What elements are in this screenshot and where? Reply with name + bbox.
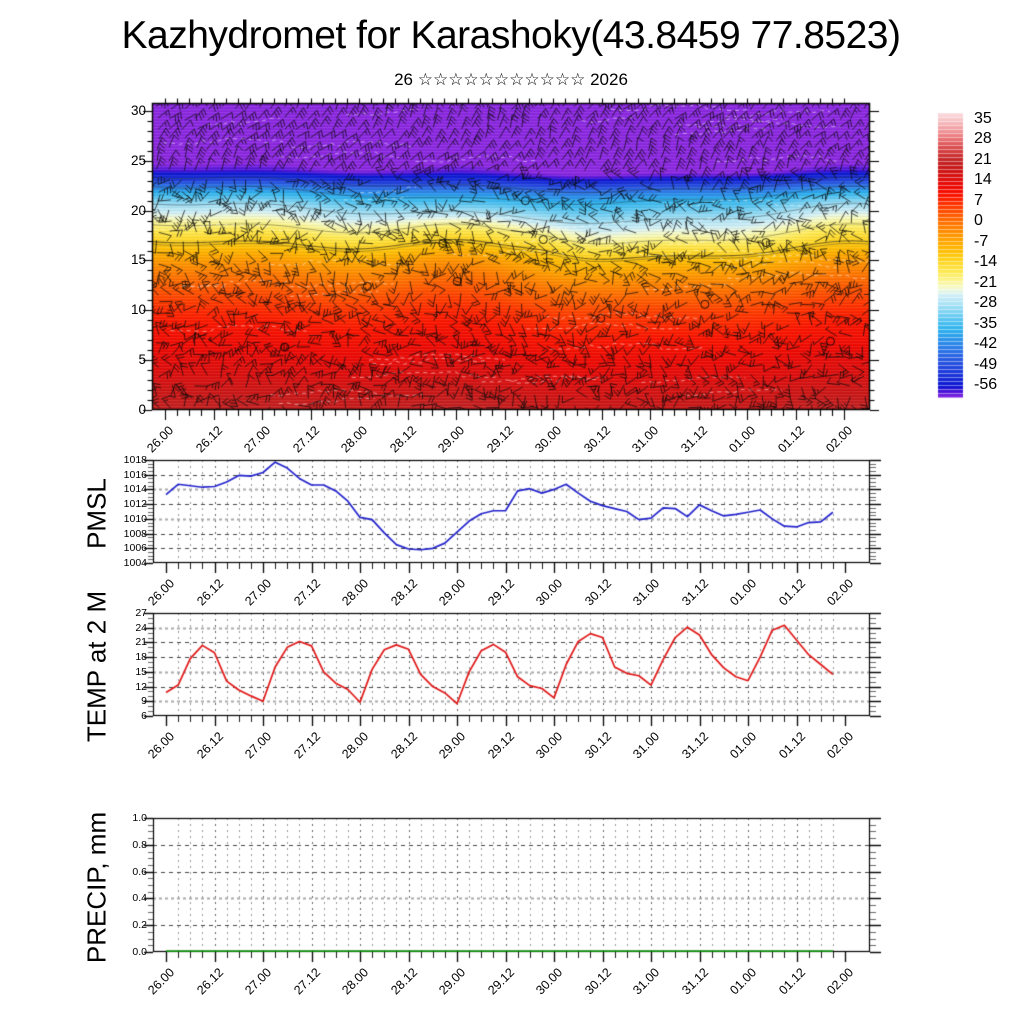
temperature-at-2m-y-tick-label: 21 bbox=[135, 636, 147, 649]
colorbar-tick-label: -49 bbox=[974, 355, 998, 373]
colorbar-tick-label: -42 bbox=[974, 335, 998, 353]
precipitation-y-tick-label: 0.4 bbox=[132, 892, 147, 905]
cross-section-y-tick-label: 0 bbox=[138, 402, 146, 417]
temperature-at-2m-y-tick-label: 24 bbox=[135, 621, 147, 634]
precipitation-y-tick-label: 0.8 bbox=[132, 838, 147, 851]
colorbar-tick-label: 35 bbox=[974, 110, 992, 127]
temperature-at-2m-y-tick-label: 27 bbox=[135, 607, 147, 619]
temperature-at-2m-y-tick-label: 6 bbox=[141, 710, 147, 722]
cross-section-y-tick-label: 5 bbox=[138, 352, 146, 368]
mean-sea-level-pressure-y-tick-label: 1006 bbox=[123, 542, 147, 555]
colorbar-tick-label: -7 bbox=[974, 232, 989, 250]
colorbar-tick-label: 21 bbox=[974, 150, 992, 168]
precipitation-y-tick-label: 0.2 bbox=[132, 919, 147, 932]
page-title: Kazhydromet for Karashoky(43.8459 77.852… bbox=[121, 14, 901, 57]
colorbar-tick-label: 14 bbox=[974, 171, 992, 189]
colorbar-tick-label: 28 bbox=[974, 130, 992, 148]
temperature-at-2m-y-tick-label: 15 bbox=[135, 665, 147, 678]
mean-sea-level-pressure-y-tick-label: 1014 bbox=[123, 483, 147, 496]
precipitation-y-tick-label: 0.6 bbox=[132, 865, 147, 878]
colorbar-tick-label: -35 bbox=[974, 314, 998, 332]
cross-section-y-tick-label: 25 bbox=[130, 152, 146, 168]
cross-section-y-tick-label: 30 bbox=[130, 102, 146, 118]
colorbar-tick-label: -56 bbox=[974, 375, 998, 393]
cross-section-y-tick-label: 20 bbox=[130, 202, 146, 218]
precipitation-y-tick-label: 1.0 bbox=[132, 812, 147, 824]
forecast-date-subtitle: 26 ☆☆☆☆☆☆☆☆☆☆☆ 2026 bbox=[394, 70, 628, 89]
colorbar-tick-label: -21 bbox=[974, 273, 998, 291]
temperature-at-2m-y-tick-label: 18 bbox=[135, 651, 147, 664]
colorbar-tick-label: 7 bbox=[974, 191, 983, 209]
temperature-at-2m-y-tick-label: 9 bbox=[141, 695, 147, 708]
cross-section-y-tick-label: 15 bbox=[130, 252, 146, 268]
mean-sea-level-pressure-y-tick-label: 1012 bbox=[123, 498, 147, 511]
colorbar-tick-label: -14 bbox=[974, 253, 998, 271]
mean-sea-level-pressure-y-tick-label: 1018 bbox=[123, 454, 147, 466]
cross-section-y-tick-label: 10 bbox=[130, 302, 146, 318]
mean-sea-level-pressure-y-tick-label: 1016 bbox=[123, 468, 147, 481]
mean-sea-level-pressure-y-tick-label: 1004 bbox=[123, 557, 147, 569]
mean-sea-level-pressure-y-tick-label: 1008 bbox=[123, 527, 147, 540]
colorbar-tick-label: -28 bbox=[974, 294, 998, 312]
mean-sea-level-pressure-y-tick-label: 1010 bbox=[123, 512, 147, 525]
colorbar-tick-label: 0 bbox=[974, 212, 983, 230]
temperature-at-2m-y-tick-label: 12 bbox=[135, 680, 147, 693]
precipitation-y-tick-label: 0.0 bbox=[132, 946, 147, 958]
